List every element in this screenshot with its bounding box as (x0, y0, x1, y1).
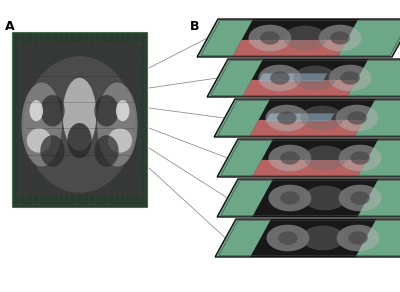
Polygon shape (242, 80, 357, 97)
Polygon shape (217, 139, 273, 177)
Ellipse shape (330, 31, 350, 45)
Ellipse shape (22, 83, 62, 166)
Polygon shape (338, 19, 400, 57)
Polygon shape (356, 219, 400, 257)
Polygon shape (197, 19, 400, 57)
Polygon shape (214, 99, 400, 137)
Ellipse shape (94, 135, 119, 167)
Polygon shape (354, 99, 400, 137)
Ellipse shape (63, 78, 96, 151)
Bar (12, 32, 147, 207)
Polygon shape (358, 179, 400, 217)
Polygon shape (232, 40, 347, 57)
Polygon shape (215, 219, 400, 257)
Polygon shape (217, 179, 273, 217)
Ellipse shape (337, 225, 380, 251)
Polygon shape (197, 19, 253, 57)
Ellipse shape (270, 71, 290, 85)
Ellipse shape (40, 135, 65, 167)
Ellipse shape (329, 65, 372, 91)
Ellipse shape (280, 151, 300, 165)
Ellipse shape (268, 145, 311, 171)
Text: A: A (5, 20, 15, 33)
Ellipse shape (116, 100, 130, 121)
Ellipse shape (304, 186, 346, 210)
Polygon shape (348, 59, 400, 97)
Ellipse shape (40, 95, 65, 126)
Ellipse shape (284, 26, 326, 50)
Ellipse shape (294, 66, 336, 90)
Ellipse shape (260, 31, 280, 45)
Polygon shape (252, 160, 367, 177)
Ellipse shape (97, 83, 138, 166)
Ellipse shape (340, 71, 360, 85)
Circle shape (108, 128, 132, 153)
Ellipse shape (350, 191, 370, 205)
Ellipse shape (268, 185, 311, 211)
Polygon shape (207, 59, 263, 97)
Ellipse shape (304, 146, 346, 170)
Ellipse shape (347, 111, 367, 125)
Ellipse shape (300, 106, 344, 130)
Polygon shape (215, 219, 271, 257)
Polygon shape (217, 179, 400, 217)
Ellipse shape (350, 151, 370, 165)
Polygon shape (266, 113, 334, 121)
Text: B: B (190, 20, 200, 33)
Polygon shape (217, 139, 400, 177)
Polygon shape (214, 99, 270, 137)
Ellipse shape (339, 185, 382, 211)
Ellipse shape (348, 231, 368, 245)
Ellipse shape (266, 105, 308, 131)
Polygon shape (249, 120, 364, 137)
Ellipse shape (248, 25, 291, 51)
Ellipse shape (302, 226, 344, 250)
Ellipse shape (94, 95, 119, 126)
Polygon shape (358, 139, 400, 177)
Bar (18, 42, 141, 195)
Ellipse shape (339, 145, 382, 171)
Ellipse shape (280, 191, 300, 205)
Ellipse shape (336, 105, 378, 131)
Ellipse shape (67, 123, 92, 158)
Ellipse shape (266, 225, 309, 251)
Polygon shape (207, 59, 400, 97)
Polygon shape (259, 74, 327, 81)
Ellipse shape (258, 65, 301, 91)
Ellipse shape (24, 56, 135, 193)
Circle shape (27, 128, 51, 153)
Ellipse shape (277, 111, 297, 125)
Ellipse shape (319, 25, 362, 51)
Ellipse shape (278, 231, 298, 245)
Ellipse shape (30, 100, 43, 121)
